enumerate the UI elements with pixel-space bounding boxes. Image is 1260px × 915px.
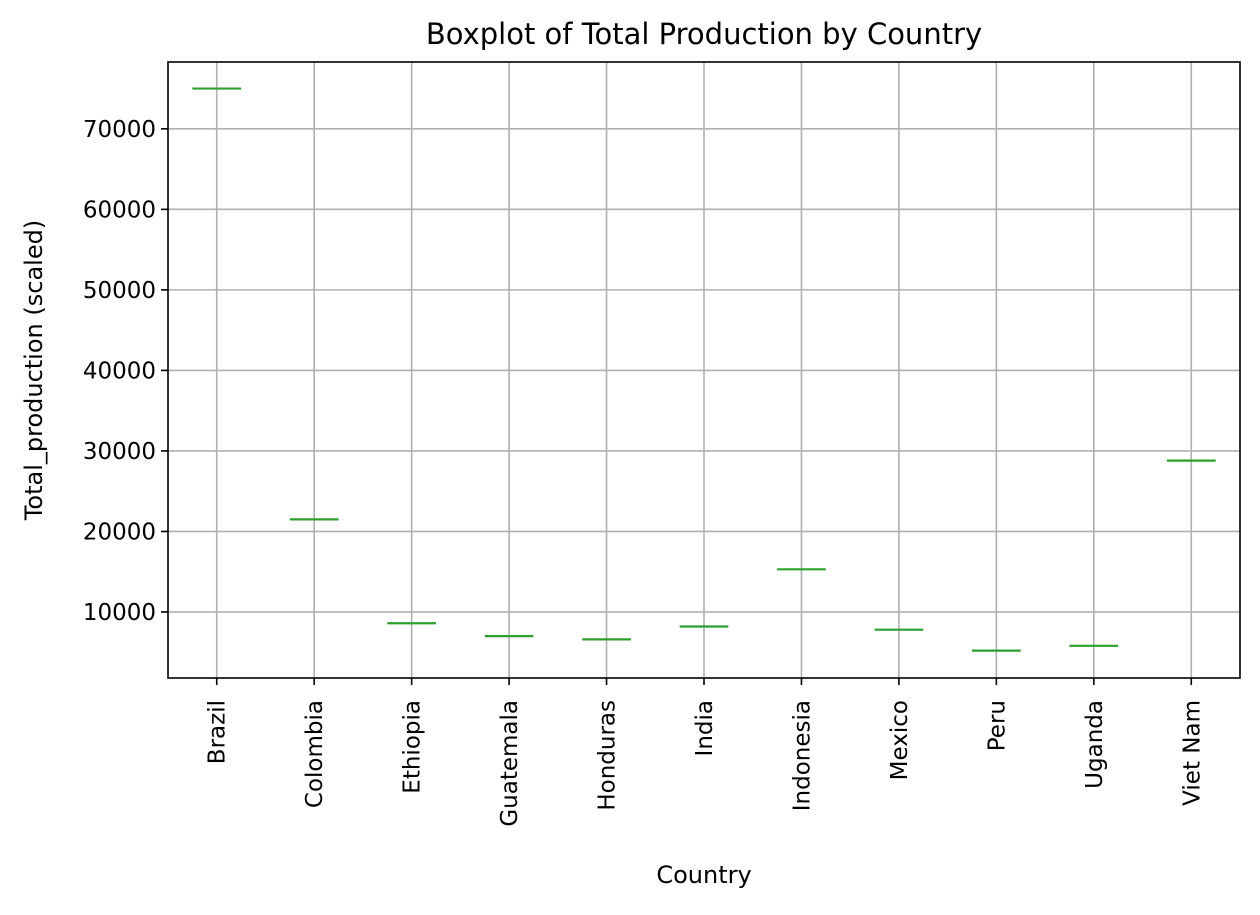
x-tick-label-indonesia: Indonesia bbox=[789, 700, 815, 811]
grid-layer bbox=[168, 62, 1240, 678]
x-tick-label-mexico: Mexico bbox=[887, 700, 913, 780]
x-tick-label-colombia: Colombia bbox=[302, 700, 328, 808]
x-tick-label-guatemala: Guatemala bbox=[497, 700, 523, 827]
y-axis-label: Total_production (scaled) bbox=[20, 220, 48, 521]
x-tick-label-peru: Peru bbox=[984, 700, 1010, 751]
x-tick-label-brazil: Brazil bbox=[205, 700, 231, 764]
y-tick-label: 60000 bbox=[83, 197, 156, 223]
y-tick-label: 30000 bbox=[83, 439, 156, 465]
x-axis-label: Country bbox=[656, 861, 751, 889]
y-tick-label: 50000 bbox=[83, 278, 156, 304]
y-tick-label: 70000 bbox=[83, 117, 156, 143]
x-tick-label-ethiopia: Ethiopia bbox=[400, 700, 426, 794]
y-tick-label: 10000 bbox=[83, 600, 156, 626]
x-tick-label-viet-nam: Viet Nam bbox=[1179, 700, 1205, 806]
x-tick-label-india: India bbox=[692, 700, 718, 756]
y-tick-label: 20000 bbox=[83, 519, 156, 545]
y-tick-label: 40000 bbox=[83, 358, 156, 384]
chart-title: Boxplot of Total Production by Country bbox=[426, 17, 982, 51]
ticks-layer: 10000 20000 30000 40000 50000 60000 70000 Brazi… bbox=[83, 117, 1205, 827]
x-tick-label-uganda: Uganda bbox=[1082, 700, 1108, 789]
marks-layer bbox=[192, 87, 1216, 652]
x-tick-label-honduras: Honduras bbox=[595, 700, 621, 811]
